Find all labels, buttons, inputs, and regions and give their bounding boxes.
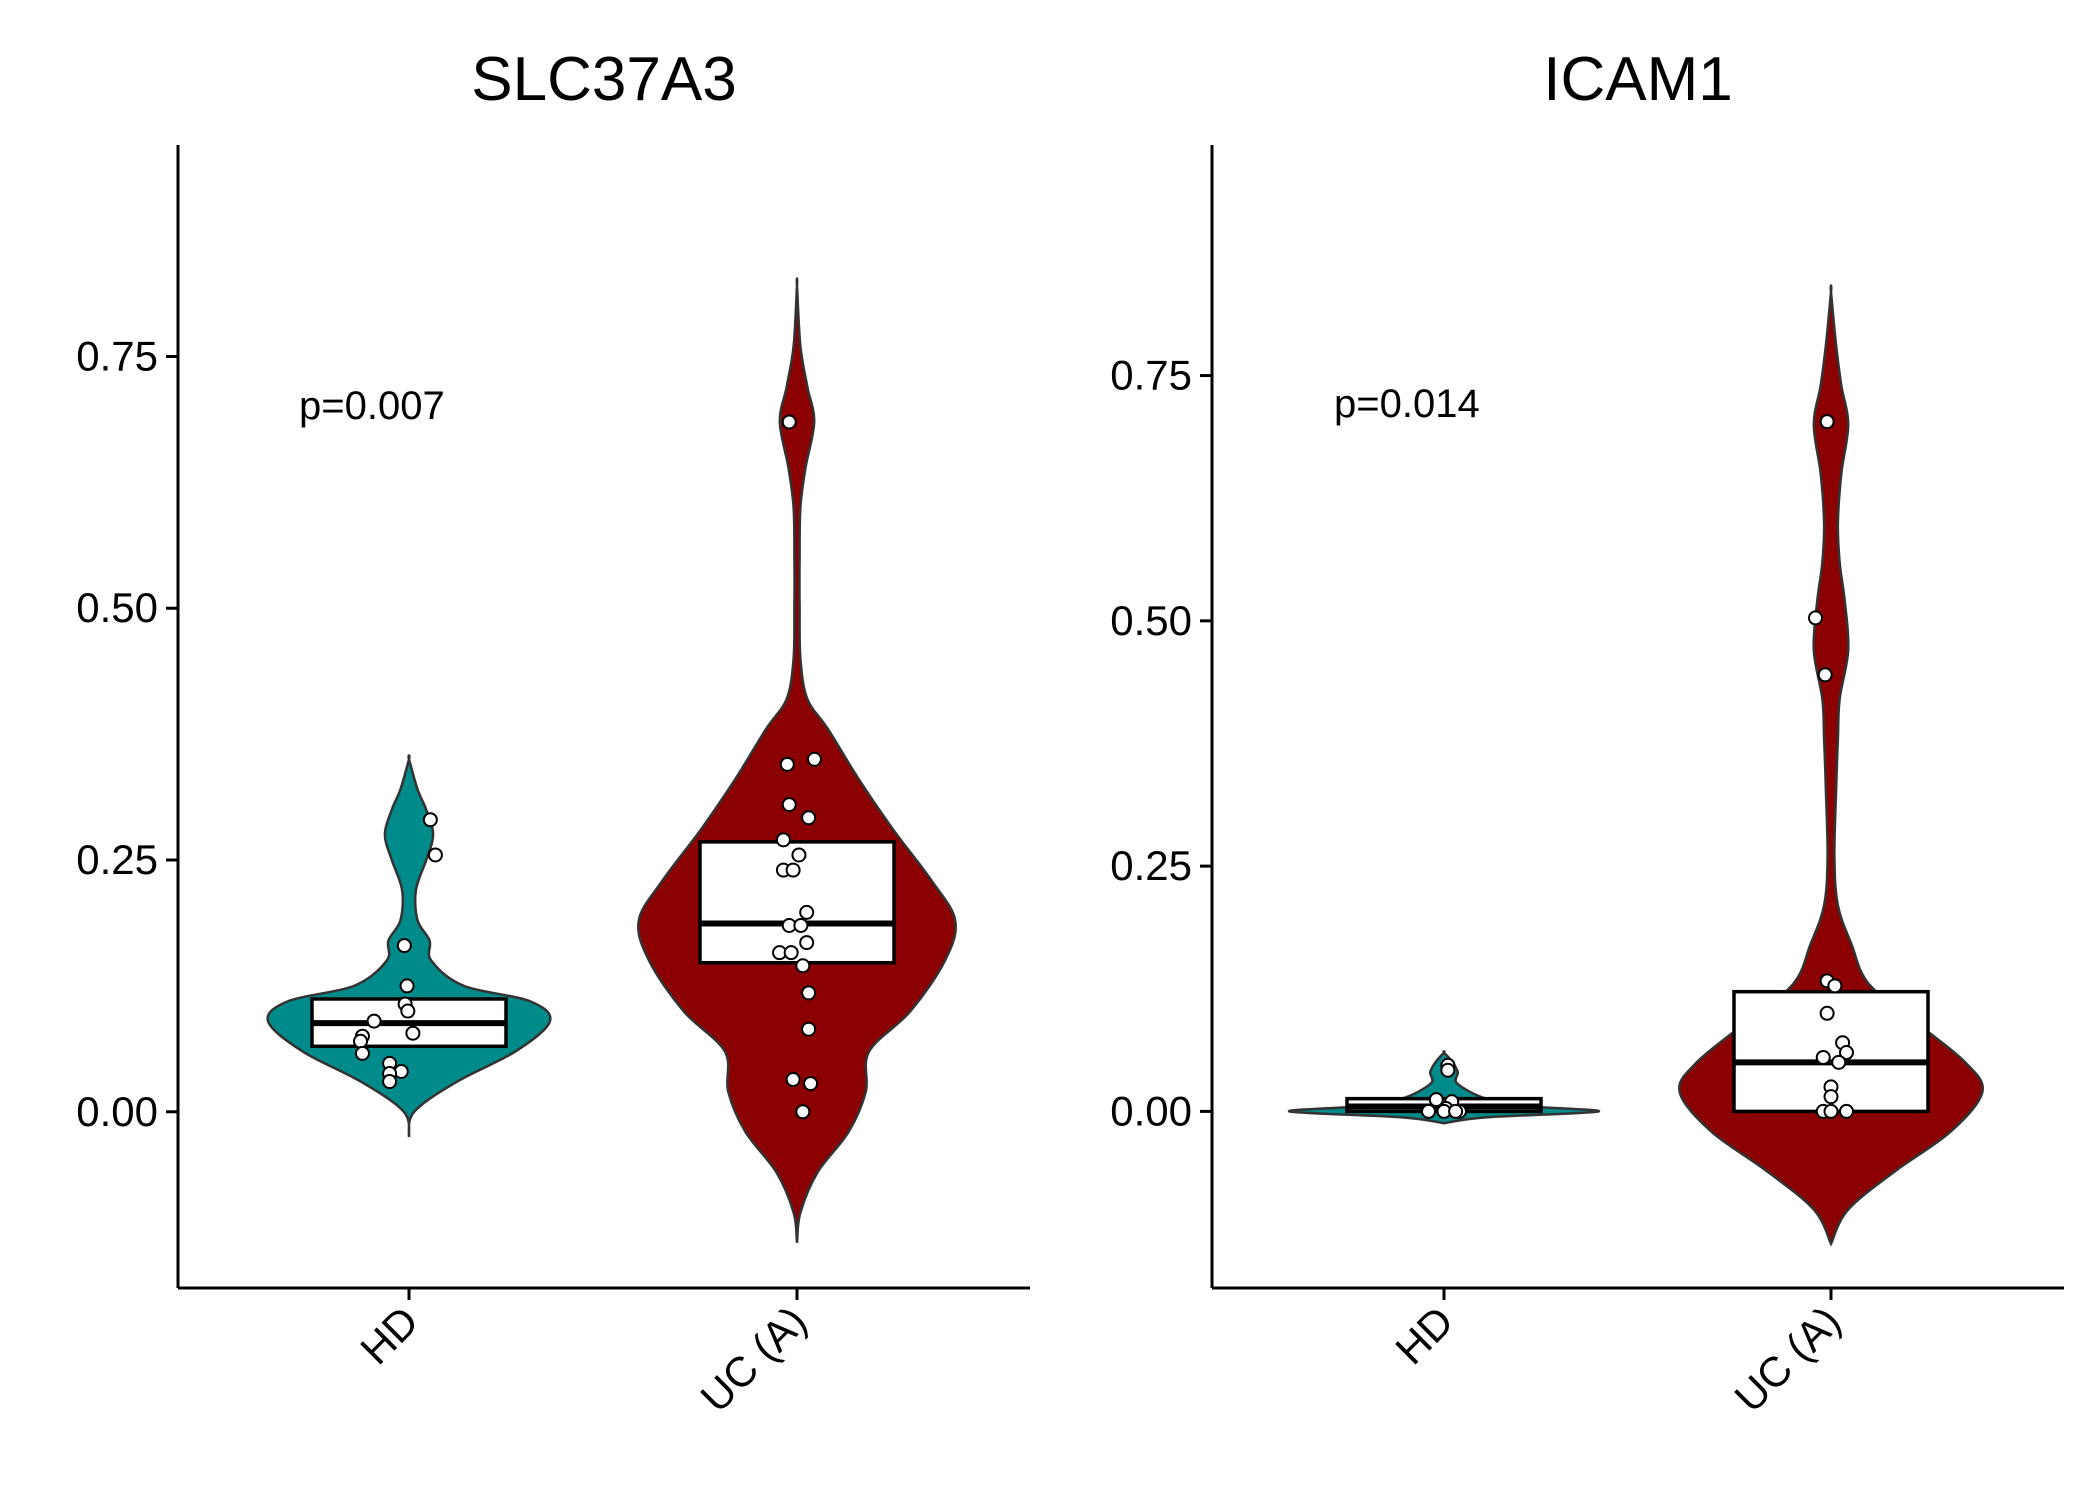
data-point (1819, 414, 1835, 430)
data-point (779, 756, 795, 772)
data-point (353, 1033, 368, 1049)
data-point (366, 1013, 382, 1029)
data-point (422, 812, 438, 828)
panel-2: ICAM1 0.00 0.25 0.50 0.75 HD UC (A) p=0.014 (1110, 45, 2064, 1421)
data-point (1808, 610, 1824, 626)
y-tick-label: 0.00 (76, 1088, 158, 1135)
data-point (1827, 978, 1843, 994)
y-tick-label: 0.25 (1110, 842, 1192, 889)
data-point (791, 847, 807, 863)
data-point (1440, 1062, 1456, 1078)
x-tick-label: HD (1386, 1297, 1462, 1373)
data-point (1831, 1054, 1847, 1070)
data-point (801, 985, 817, 1001)
data-point (1815, 1049, 1831, 1065)
data-point (427, 847, 443, 863)
data-point (1819, 1005, 1835, 1021)
data-point (799, 935, 815, 951)
data-point (399, 978, 415, 994)
data-point (781, 414, 797, 430)
x-tick-label: UC (A) (1725, 1297, 1849, 1421)
y-tick-label: 0.00 (1110, 1087, 1192, 1134)
data-point (1838, 1103, 1854, 1119)
data-point (1823, 1089, 1839, 1105)
data-point (781, 797, 797, 813)
violin-UC (A) (637, 277, 957, 1243)
y-tick-label: 0.50 (76, 584, 158, 631)
x-tick-label: HD (351, 1297, 427, 1373)
data-point (1823, 1103, 1839, 1119)
y-tick-label: 0.25 (76, 836, 158, 883)
data-point (1817, 667, 1833, 683)
x-tick-label: UC (A) (691, 1297, 815, 1421)
data-point (795, 958, 811, 974)
data-point (795, 1104, 811, 1120)
data-point (785, 1072, 801, 1088)
data-point (793, 917, 809, 933)
chart-title: ICAM1 (1543, 45, 1732, 114)
data-point (785, 862, 801, 878)
data-point (803, 1076, 819, 1092)
data-point (775, 832, 791, 848)
data-point (1428, 1092, 1444, 1108)
data-point (783, 945, 799, 961)
y-tick-label: 0.75 (76, 332, 158, 379)
chart-title: SLC37A3 (471, 45, 736, 114)
data-point (801, 810, 817, 826)
p-value-annotation: p=0.014 (1334, 382, 1480, 426)
data-point (354, 1045, 370, 1061)
data-point (400, 1003, 416, 1019)
data-point (382, 1074, 398, 1090)
data-point (1421, 1103, 1437, 1119)
violin-UC (A) (1677, 284, 1985, 1247)
y-tick-label: 0.75 (1110, 352, 1192, 399)
data-point (799, 904, 815, 920)
data-point (405, 1025, 421, 1041)
data-point (801, 1021, 817, 1037)
panel-1: SLC37A3 0.00 0.25 0.50 0.75 HD UC (A) p=0.007 (76, 45, 1030, 1421)
data-point (806, 751, 822, 767)
y-tick-label: 0.50 (1110, 597, 1192, 644)
data-point (1448, 1103, 1464, 1119)
data-point (396, 938, 412, 954)
p-value-annotation: p=0.007 (299, 384, 445, 428)
data-point (1838, 1045, 1854, 1061)
